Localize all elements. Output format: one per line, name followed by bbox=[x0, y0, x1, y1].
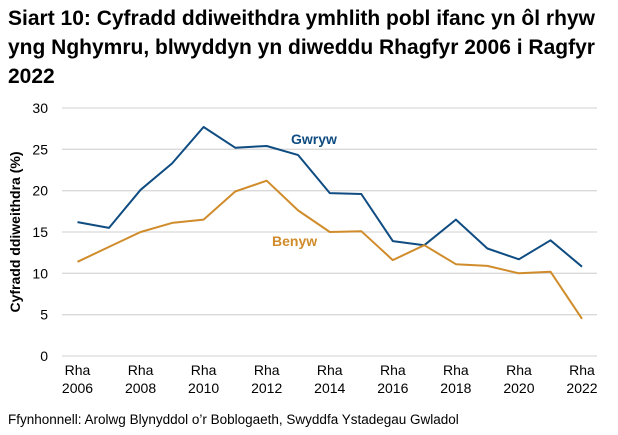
x-tick-label-line2: 2012 bbox=[251, 380, 282, 396]
series-line-benyw bbox=[77, 179, 583, 320]
y-tick-label: 0 bbox=[40, 348, 48, 364]
y-tick-label: 10 bbox=[32, 265, 48, 281]
y-tick-label: 5 bbox=[40, 307, 48, 323]
x-tick-label-line2: 2020 bbox=[503, 380, 534, 396]
series-line-gwryw bbox=[77, 126, 583, 268]
chart-title: Siart 10: Cyfradd ddiweithdra ymhlith po… bbox=[8, 7, 595, 88]
x-tick-label-line2: 2016 bbox=[377, 380, 408, 396]
x-tick-label-line2: 2010 bbox=[188, 380, 219, 396]
x-tick-label-line1: Rha bbox=[254, 362, 280, 378]
x-tick-label-line1: Rha bbox=[317, 362, 343, 378]
x-tick-label-line1: Rha bbox=[65, 362, 91, 378]
source-note: Ffynhonnell: Arolwg Blynyddol o’r Boblog… bbox=[8, 412, 459, 427]
x-tick-label-line2: 2008 bbox=[125, 380, 156, 396]
y-tick-label: 25 bbox=[32, 141, 48, 157]
y-tick-label: 30 bbox=[32, 100, 48, 116]
series-label-benyw: Benyw bbox=[272, 233, 317, 249]
x-tick-label-line2: 2018 bbox=[440, 380, 471, 396]
y-tick-label: 20 bbox=[32, 183, 48, 199]
x-tick-label-line2: 2006 bbox=[62, 380, 93, 396]
x-tick-label-line2: 2014 bbox=[314, 380, 345, 396]
x-tick-label-line1: Rha bbox=[443, 362, 469, 378]
x-tick-label-line2: 2022 bbox=[566, 380, 597, 396]
x-tick-label-line1: Rha bbox=[380, 362, 406, 378]
x-tick-label-line1: Rha bbox=[128, 362, 154, 378]
x-tick-label-line1: Rha bbox=[506, 362, 532, 378]
y-tick-label: 15 bbox=[32, 224, 48, 240]
x-tick-label-line1: Rha bbox=[191, 362, 217, 378]
y-axis-label: Cyfradd ddiweithdra (%) bbox=[7, 151, 23, 312]
series-label-gwryw: Gwryw bbox=[291, 131, 337, 147]
x-tick-label-line1: Rha bbox=[569, 362, 595, 378]
